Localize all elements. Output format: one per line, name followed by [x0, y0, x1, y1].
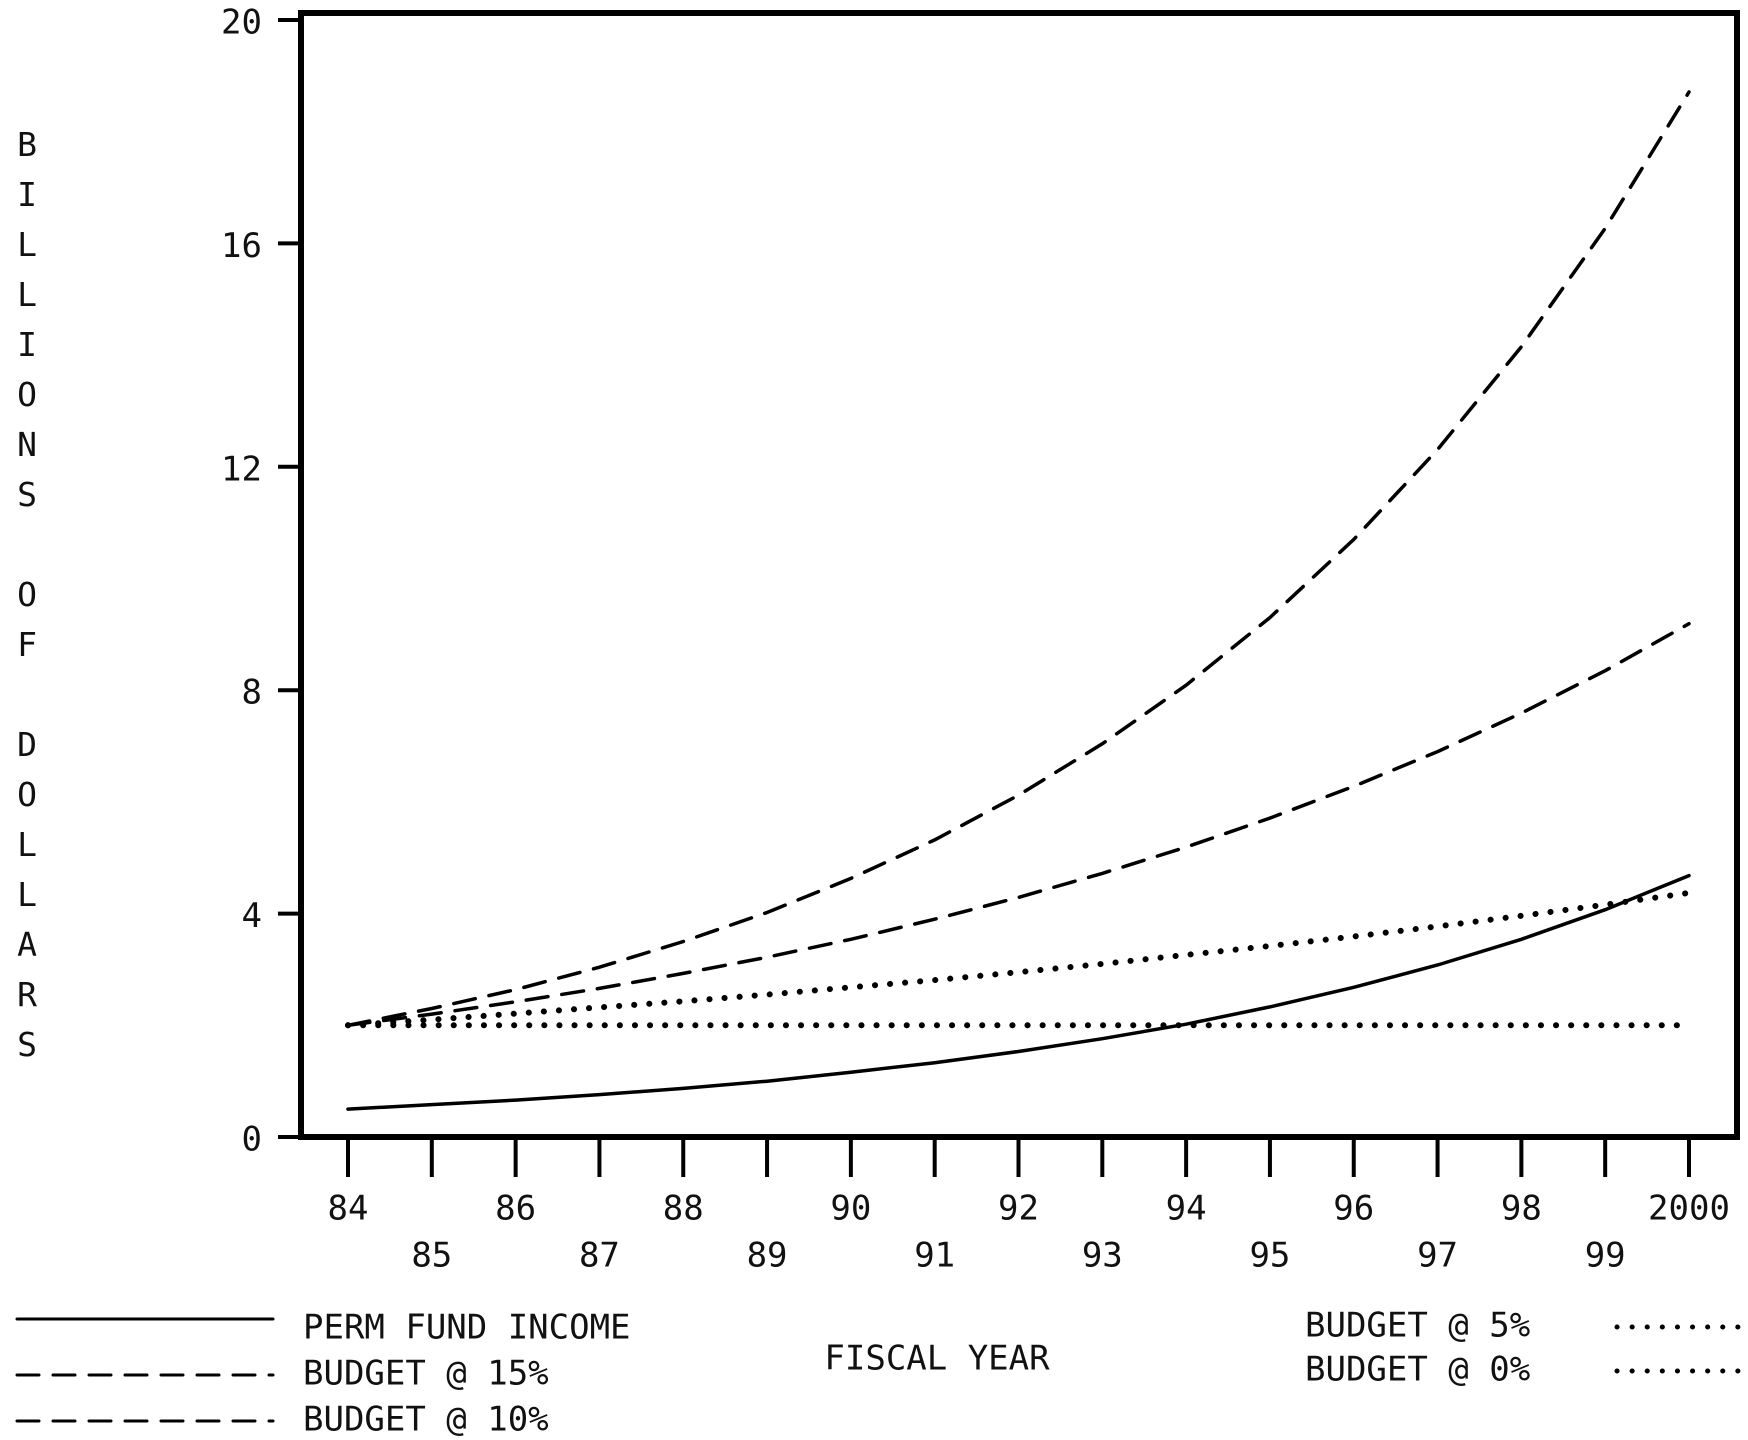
y-tick-label: 12 — [221, 449, 262, 489]
series-line — [346, 873, 1691, 1111]
y-tick-label: 20 — [221, 3, 262, 43]
x-tick-label: 93 — [1082, 1236, 1123, 1276]
x-tick-label: 85 — [411, 1236, 452, 1276]
x-tick-label: 99 — [1585, 1236, 1626, 1276]
x-tick-label: 84 — [328, 1189, 369, 1229]
x-tick-label: 86 — [495, 1189, 536, 1229]
y-axis-label: BILLIONS OF DOLLARS — [8, 125, 47, 1075]
x-tick-label: 98 — [1501, 1189, 1542, 1229]
legend-label: BUDGET @ 10% — [303, 1400, 549, 1440]
x-tick-label: 97 — [1417, 1236, 1458, 1276]
legend-label: PERM FUND INCOME — [303, 1308, 631, 1348]
x-tick-label: 89 — [747, 1236, 788, 1276]
legend-label: BUDGET @ 5% — [1305, 1306, 1530, 1346]
x-tick-label: 87 — [579, 1236, 620, 1276]
y-tick-label: 16 — [221, 226, 262, 266]
x-tick-label: 88 — [663, 1189, 704, 1229]
series-line — [346, 621, 1691, 1028]
legend-label: BUDGET @ 15% — [303, 1354, 549, 1394]
series-line — [345, 889, 1692, 1029]
x-tick-label: 2000 — [1648, 1189, 1730, 1229]
x-tick-label: 95 — [1249, 1236, 1290, 1276]
x-tick-label: 96 — [1333, 1189, 1374, 1229]
x-tick-label: 92 — [998, 1189, 1039, 1229]
x-tick-label: 94 — [1166, 1189, 1207, 1229]
legend-label: BUDGET @ 0% — [1305, 1350, 1530, 1390]
y-tick-label: 4 — [242, 896, 262, 936]
x-tick-label: 90 — [830, 1189, 871, 1229]
y-tick-label: 8 — [242, 673, 262, 713]
x-tick-label: 91 — [914, 1236, 955, 1276]
y-tick-label: 0 — [242, 1120, 262, 1160]
x-axis-label: FISCAL YEAR — [824, 1339, 1050, 1379]
plot-frame — [298, 10, 1740, 1140]
series-line — [346, 90, 1691, 1028]
